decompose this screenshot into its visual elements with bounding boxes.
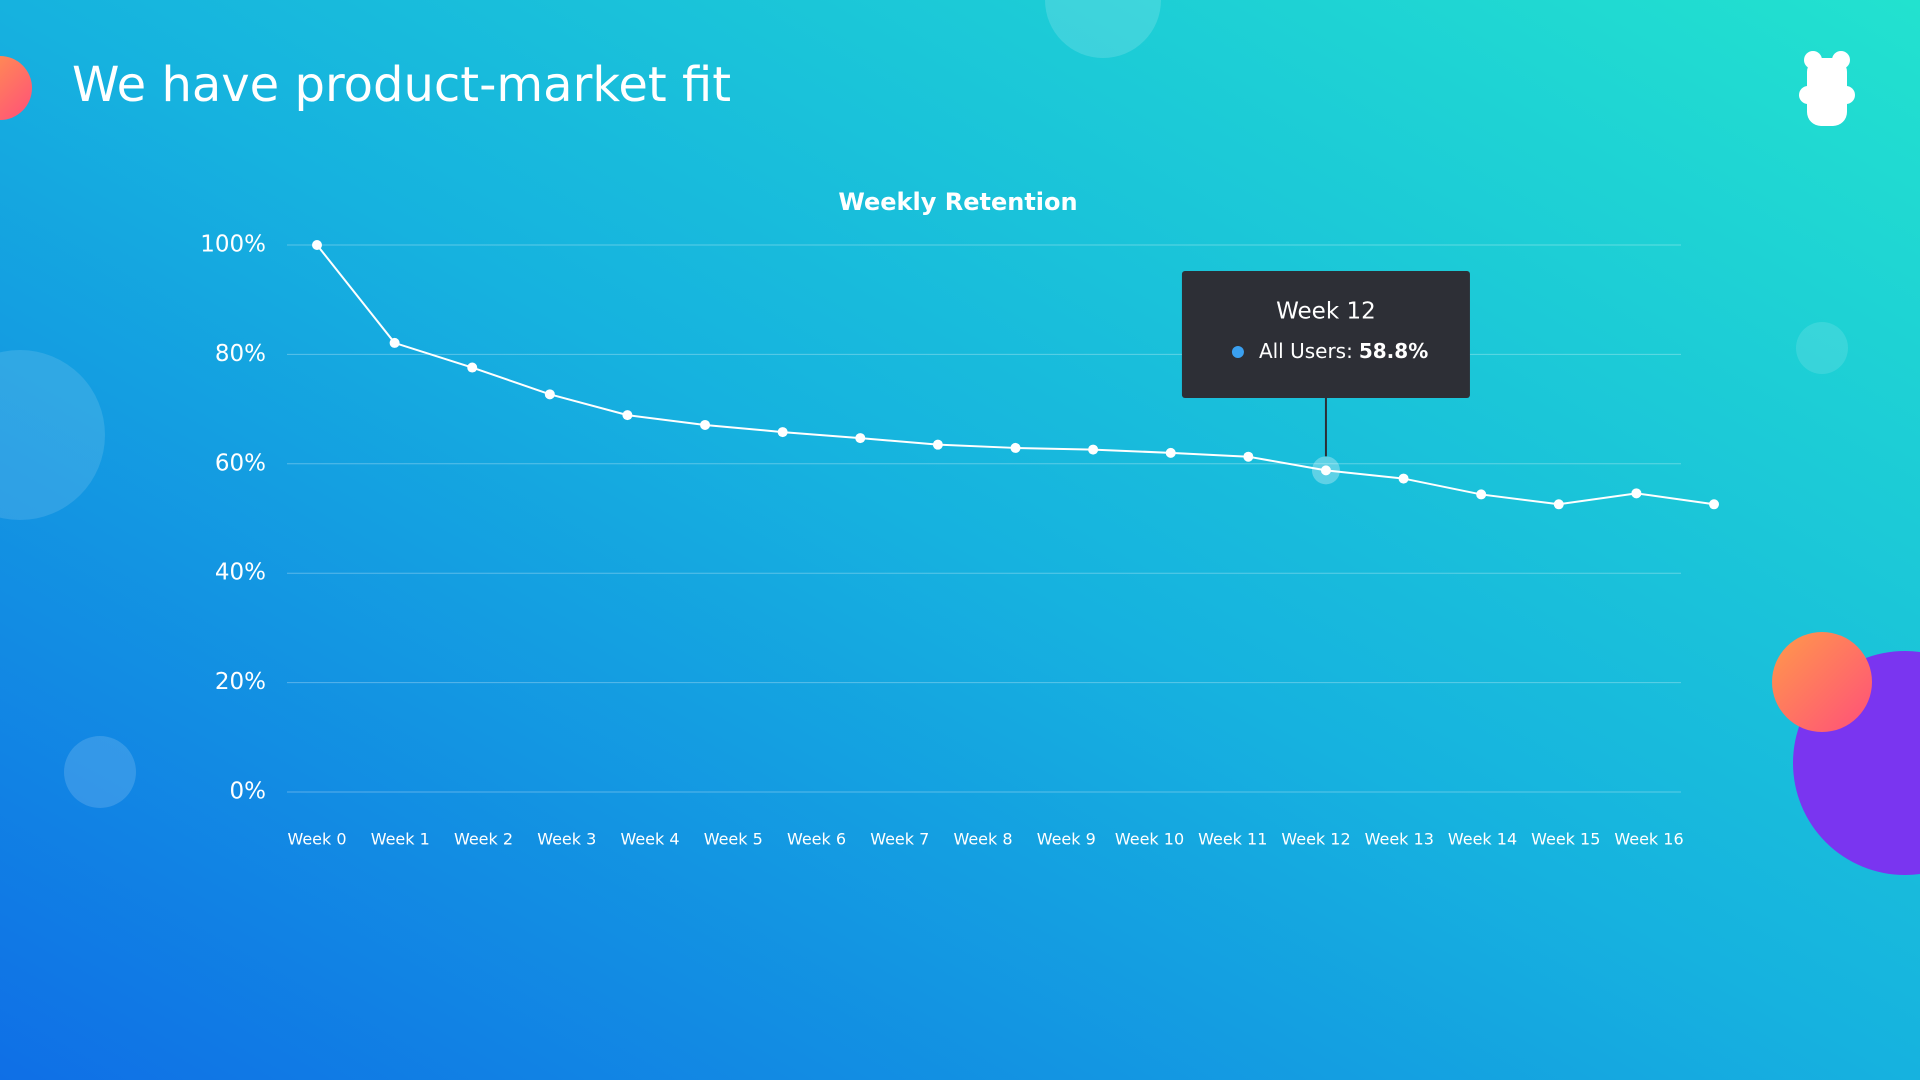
x-tick-label: Week 5 xyxy=(704,830,763,849)
data-point xyxy=(700,419,711,430)
data-point xyxy=(1631,488,1642,499)
data-point xyxy=(1553,499,1564,510)
x-tick-label: Week 8 xyxy=(953,830,1012,849)
y-tick-label: 60% xyxy=(215,450,266,476)
data-point xyxy=(1476,489,1487,500)
x-tick-label: Week 10 xyxy=(1115,830,1184,849)
x-tick-label: Week 7 xyxy=(870,830,929,849)
x-tick-label: Week 12 xyxy=(1281,830,1350,849)
decor-circle xyxy=(1796,322,1848,374)
y-tick-label: 40% xyxy=(215,560,266,586)
data-point xyxy=(1243,451,1254,462)
x-tick-label: Week 3 xyxy=(537,830,596,849)
data-point xyxy=(622,410,633,421)
data-point xyxy=(777,427,788,438)
tooltip-title: Week 12 xyxy=(1276,299,1376,325)
decor-circle xyxy=(1045,0,1161,58)
tooltip-series: All Users: xyxy=(1259,339,1353,363)
x-tick-label: Week 14 xyxy=(1448,830,1517,849)
data-point xyxy=(1320,465,1331,476)
data-point xyxy=(1010,442,1021,453)
data-point xyxy=(467,362,478,373)
x-tick-label: Week 1 xyxy=(371,830,430,849)
x-tick-label: Week 2 xyxy=(454,830,513,849)
y-tick-label: 100% xyxy=(200,232,266,258)
y-tick-label: 20% xyxy=(215,669,266,695)
x-tick-label: Week 16 xyxy=(1614,830,1683,849)
data-point xyxy=(1398,473,1409,484)
data-point xyxy=(932,439,943,450)
tooltip-value: 58.8% xyxy=(1359,339,1428,363)
data-point xyxy=(1709,499,1719,510)
x-tick-label: Week 4 xyxy=(620,830,679,849)
data-point xyxy=(855,433,866,444)
data-point xyxy=(1088,444,1099,455)
x-tick-label: Week 6 xyxy=(787,830,846,849)
y-tick-label: 0% xyxy=(230,779,267,805)
data-point xyxy=(544,389,555,400)
tooltip xyxy=(1181,271,1470,398)
x-tick-label: Week 13 xyxy=(1365,830,1434,849)
logo xyxy=(1799,51,1855,126)
slide-title: We have product-market fit xyxy=(72,57,731,113)
decor-circle xyxy=(0,56,32,120)
chart-title: Weekly Retention xyxy=(838,188,1077,216)
data-point xyxy=(312,240,322,250)
x-tick-label: Week 15 xyxy=(1531,830,1600,849)
y-tick-label: 80% xyxy=(215,341,266,367)
tooltip-dot xyxy=(1231,346,1244,358)
decor-circle xyxy=(0,350,105,520)
data-point xyxy=(1165,447,1176,458)
decor-circle xyxy=(64,736,136,808)
tooltip-label: All Users: 58.8% xyxy=(1259,339,1428,363)
x-tick-label: Week 9 xyxy=(1037,830,1096,849)
x-tick-label: Week 0 xyxy=(287,830,346,849)
data-point xyxy=(389,337,400,348)
decor-circle xyxy=(1772,632,1872,732)
x-tick-label: Week 11 xyxy=(1198,830,1267,849)
